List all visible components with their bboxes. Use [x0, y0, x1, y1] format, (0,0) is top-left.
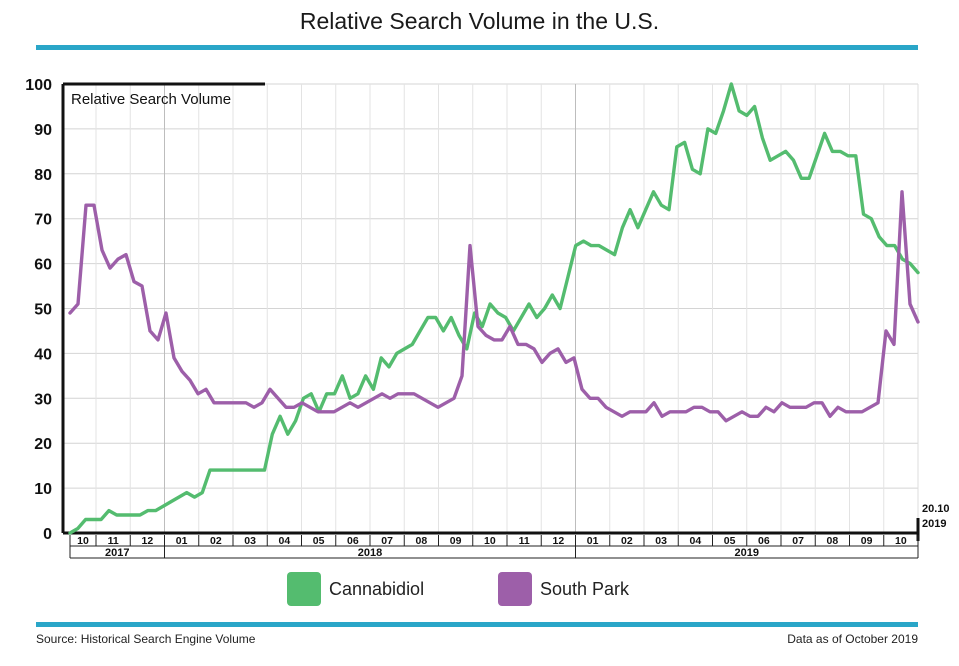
x-tick-label: 09	[861, 535, 873, 547]
source-note: Source: Historical Search Engine Volume	[36, 632, 256, 646]
series-group	[68, 82, 920, 535]
series-line-cannabidiol	[68, 82, 920, 535]
x-tick-label: 04	[690, 535, 702, 547]
y-tick-label: 0	[43, 526, 52, 543]
x-tick-label: 07	[381, 535, 393, 547]
x-year-label: 2017	[105, 547, 129, 559]
x-tick-label: 12	[553, 535, 565, 547]
y-axis-ticks: 0 10 20 30 40 50 60 70 80 90 100	[25, 77, 52, 543]
x-tick-label: 05	[724, 535, 736, 547]
x-tick-label: 06	[347, 535, 359, 547]
x-tick-label: 06	[758, 535, 770, 547]
x-tick-label: 11	[108, 535, 119, 547]
x-tick-label: 07	[792, 535, 804, 547]
x-tick-label: 11	[519, 535, 530, 547]
legend-swatch-south-park	[498, 572, 532, 606]
x-tick-label: 02	[210, 535, 222, 547]
y-tick-label: 50	[34, 302, 52, 319]
legend-label: South Park	[540, 578, 630, 599]
y-tick-label: 80	[34, 167, 52, 184]
x-year-label: 2019	[735, 547, 759, 559]
y-tick-label: 10	[34, 481, 52, 498]
data-date-note: Data as of October 2019	[787, 632, 918, 646]
end-year-label: 2019	[922, 518, 946, 530]
legend-swatch-cannabidiol	[287, 572, 321, 606]
x-tick-label: 09	[450, 535, 462, 547]
x-tick-label: 01	[176, 535, 188, 547]
y-tick-label: 60	[34, 257, 52, 274]
x-tick-label: 02	[621, 535, 633, 547]
y-tick-label: 20	[34, 436, 52, 453]
y-tick-label: 40	[34, 346, 52, 363]
axes	[61, 82, 920, 541]
x-tick-label: 08	[416, 535, 428, 547]
chart-title: Relative Search Volume in the U.S.	[299, 8, 660, 34]
x-tick-label: 03	[655, 535, 667, 547]
series-line-south-park	[68, 190, 920, 423]
x-tick-label: 01	[587, 535, 599, 547]
y-axis-label: Relative Search Volume	[71, 91, 231, 108]
x-tick-label: 10	[77, 535, 89, 547]
legend-item-cannabidiol: Cannabidiol	[287, 572, 424, 606]
y-tick-label: 90	[34, 122, 52, 139]
x-tick-label: 08	[827, 535, 839, 547]
grid-lines	[63, 83, 918, 533]
legend-label: Cannabidiol	[329, 578, 425, 599]
top-rule	[36, 45, 918, 50]
x-tick-label: 04	[279, 535, 291, 547]
y-tick-label: 100	[25, 77, 52, 94]
x-axis: 10 11 12 01 02 03 04 05 06 07 08 09 10 11 12 01 02 03 04 05…	[69, 535, 919, 559]
x-year-label: 2018	[358, 547, 382, 559]
y-tick-label: 30	[34, 391, 52, 408]
x-tick-label: 12	[142, 535, 154, 547]
bottom-rule	[36, 622, 918, 627]
y-tick-label: 70	[34, 212, 52, 229]
x-tick-label: 10	[484, 535, 496, 547]
x-tick-label: 05	[313, 535, 325, 547]
legend-item-south-park: South Park	[498, 572, 629, 606]
end-date-label: 20.10	[922, 503, 950, 515]
x-tick-label: 10	[895, 535, 907, 547]
x-tick-label: 03	[244, 535, 256, 547]
